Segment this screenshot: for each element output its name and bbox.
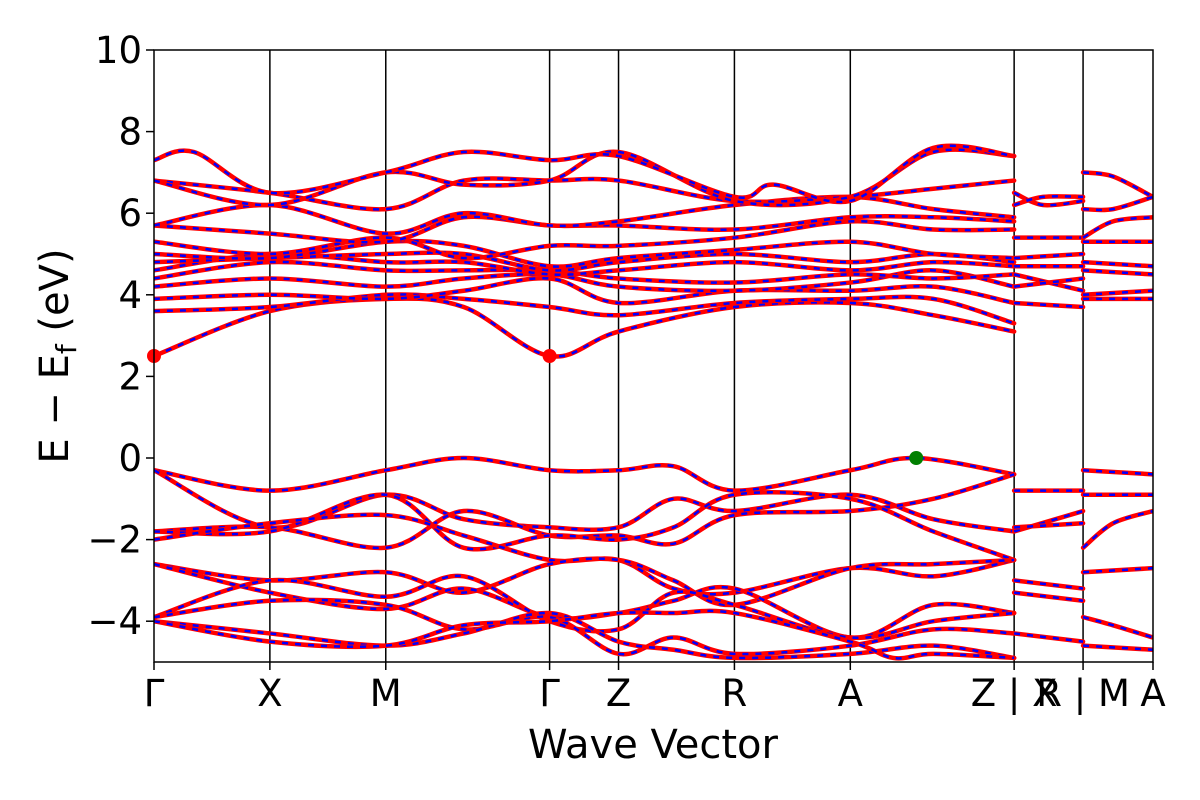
y-tick-label-7: 10: [95, 29, 142, 72]
y-tick-label-1: −2: [87, 519, 142, 562]
y-axis-label-unit: (eV): [32, 248, 78, 344]
band-9-dash: [154, 214, 1015, 244]
band-23-dash: [154, 611, 1015, 660]
y-axis-label-main: E − E: [32, 354, 78, 464]
bands: [154, 143, 1153, 661]
band-10-dash: [154, 195, 1015, 235]
x-tick-label-0: Γ: [144, 672, 165, 715]
band-38-dash: [1013, 632, 1084, 643]
x-tick-label-2: M: [370, 672, 402, 715]
markers: [147, 349, 924, 465]
band-44: [1080, 268, 1153, 277]
band-20-dash: [154, 562, 1015, 639]
band-47: [1080, 467, 1153, 477]
band-39: [1080, 170, 1153, 200]
band-36: [1011, 578, 1086, 591]
band-52: [1080, 643, 1153, 653]
cbm-marker-1: [542, 349, 557, 363]
band-49-dash: [1082, 509, 1153, 549]
y-tick-label-6: 8: [118, 111, 142, 154]
x-tick-label-3: Γ: [539, 672, 560, 715]
band-31-dash: [1013, 277, 1084, 288]
band-50: [1080, 565, 1153, 575]
band-7-dash: [154, 239, 1015, 268]
band-51: [1080, 614, 1153, 640]
band-40-dash: [1083, 195, 1153, 212]
band-5-dash: [154, 252, 1015, 276]
x-tick-label-8: R | M: [1036, 672, 1130, 715]
y-tick-label-2: 0: [118, 437, 142, 480]
band-37-dash: [1013, 591, 1084, 603]
band-17-dash: [154, 491, 1015, 562]
x-tick-label-4: Z: [606, 672, 631, 715]
band-41-dash: [1082, 216, 1153, 239]
band-31: [1011, 276, 1086, 289]
band-26-dash: [1013, 195, 1084, 207]
band-45: [1080, 288, 1153, 298]
y-tick-label-4: 4: [118, 274, 142, 317]
band-21-dash: [154, 574, 1015, 640]
band-22-dash: [154, 598, 1015, 656]
x-tick-label-9: A: [1140, 672, 1165, 715]
band-2-dash: [154, 276, 1015, 305]
y-tick-label-3: 2: [118, 355, 142, 398]
band-14-dash: [154, 456, 1015, 492]
band-28-dash: [1014, 252, 1084, 260]
band-36-dash: [1013, 579, 1084, 590]
band-12-dash: [154, 148, 1015, 207]
band-40: [1080, 194, 1153, 213]
band-49: [1080, 508, 1153, 551]
band-38: [1011, 631, 1086, 644]
y-axis-label: E − Ef (eV): [32, 248, 83, 463]
band-19-dash: [154, 557, 1015, 607]
band-24: [154, 608, 1017, 661]
x-tick-label-5: R: [722, 672, 748, 715]
y-axis-ticks: −4 −2 0 2 4 6 8 10: [87, 29, 154, 643]
band-51-dash: [1082, 615, 1153, 639]
band-3-dash: [154, 269, 1015, 293]
band-1-dash: [154, 293, 1015, 325]
band-13-dash: [154, 144, 1015, 204]
vbm-marker-2: [909, 451, 924, 465]
y-axis-label-subscript: f: [50, 343, 83, 354]
x-axis-label: Wave Vector: [528, 722, 779, 768]
band-8-dash: [154, 219, 1015, 260]
band-9: [154, 213, 1017, 245]
band-25-dash: [1013, 191, 1084, 207]
band-35: [1011, 521, 1086, 530]
x-tick-label-1: X: [257, 672, 282, 715]
band-35-dash: [1014, 522, 1084, 529]
band-39-dash: [1082, 171, 1153, 198]
y-tick-label-5: 6: [118, 192, 142, 235]
band-6-dash: [154, 251, 1015, 272]
band-32: [1011, 300, 1086, 310]
band-43: [1080, 259, 1153, 269]
y-tick-label-0: −4: [87, 600, 142, 643]
band-32-dash: [1014, 301, 1084, 309]
band-11-dash: [154, 177, 1015, 211]
band-37: [1011, 590, 1086, 604]
plot-frame: [153, 49, 1154, 663]
x-tick-label-7: Z | X: [971, 672, 1058, 715]
band-28: [1011, 251, 1086, 261]
x-tick-label-6: A: [838, 672, 863, 715]
